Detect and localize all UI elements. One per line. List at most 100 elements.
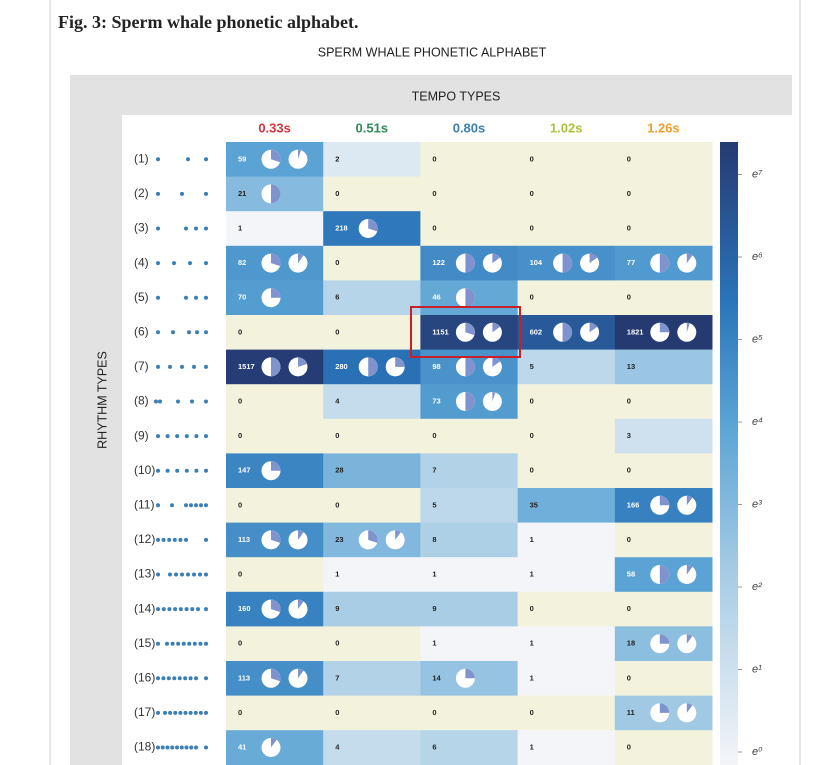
- cell-value: 82: [238, 258, 246, 267]
- y-tick-label: (12): [134, 532, 155, 546]
- rhythm-dot: [165, 468, 170, 473]
- pie-slice: [465, 288, 475, 308]
- y-tick-label: (10): [134, 463, 155, 477]
- pie: [385, 530, 405, 550]
- y-tick-label: (17): [134, 705, 155, 719]
- cell-value: 0: [335, 327, 339, 336]
- cell-value: 0: [530, 396, 534, 405]
- cell-value: 0: [627, 742, 631, 751]
- cell-value: 0: [335, 431, 339, 440]
- heat-cell: [420, 695, 519, 731]
- y-tick-label: (7): [134, 359, 149, 373]
- pie: [288, 530, 308, 550]
- pie-slice: [492, 253, 501, 264]
- heat-cell: [517, 695, 616, 731]
- cell-value: 0: [335, 258, 339, 267]
- heat-cell: [614, 661, 713, 697]
- colorbar-tick-label: e⁴: [752, 416, 763, 428]
- y-tick-label: (13): [134, 567, 155, 581]
- heat-cell: [323, 695, 421, 731]
- rhythm-dot: [184, 537, 188, 542]
- cell-value: 0: [530, 189, 534, 198]
- pie: [580, 253, 600, 273]
- pie: [580, 322, 600, 342]
- heat-cell: [323, 176, 421, 212]
- rhythm-dot: [156, 572, 160, 577]
- x-axis-label: TEMPO TYPES: [412, 89, 501, 103]
- pie-slice: [271, 599, 281, 613]
- cell-value: 21: [238, 189, 246, 198]
- rhythm-dot: [195, 330, 199, 335]
- figure-title: Fig. 3: Sperm whale phonetic alphabet.: [58, 12, 359, 32]
- cell-value: 0: [238, 639, 242, 648]
- pie-slice: [271, 149, 281, 163]
- heat-cell: [420, 142, 519, 178]
- rhythm-dot: [179, 745, 184, 750]
- pie: [288, 149, 308, 169]
- pie: [288, 357, 308, 377]
- x-tick-label: 1.26s: [647, 120, 680, 135]
- pie-slice: [395, 357, 405, 367]
- heat-cell: [323, 142, 421, 178]
- heat-cell: [323, 315, 421, 351]
- heat-cell: [517, 176, 616, 212]
- heat-cell: [323, 661, 421, 697]
- pie-slice: [298, 668, 304, 679]
- rhythm-dot: [204, 676, 208, 681]
- cell-value: 113: [238, 535, 250, 544]
- rhythm-dot: [156, 434, 160, 439]
- x-tick-label: 1.02s: [550, 120, 583, 135]
- y-tick-label: (18): [134, 740, 155, 754]
- rhythm-dot: [165, 434, 170, 439]
- pie-slice: [271, 668, 281, 682]
- pie-slice: [465, 668, 475, 679]
- cell-value: 1151: [432, 327, 448, 336]
- rhythm-dot: [170, 745, 175, 750]
- rhythm-dot: [204, 295, 208, 300]
- heat-cell: [226, 384, 324, 420]
- pie-slice: [465, 253, 475, 273]
- rhythm-dot: [184, 503, 188, 508]
- heat-cell: [420, 522, 519, 558]
- rhythm-dot: [194, 295, 198, 300]
- y-tick-label: (1): [134, 151, 149, 165]
- rhythm-dot: [156, 330, 160, 335]
- pie: [261, 599, 281, 619]
- pie: [677, 253, 697, 273]
- pie-slice: [271, 738, 277, 748]
- rhythm-dot: [156, 191, 160, 196]
- pie: [677, 495, 697, 515]
- rhythm-dot: [198, 641, 203, 646]
- x-tick-label: 0.33s: [258, 120, 291, 135]
- pie-slice: [271, 357, 281, 377]
- rhythm-dot: [173, 710, 178, 715]
- pie-slice: [562, 322, 573, 342]
- pie-slice: [686, 253, 693, 264]
- heat-cell: [614, 280, 713, 316]
- rhythm-dot: [184, 226, 188, 231]
- rhythm-dot: [174, 572, 178, 577]
- cell-value: 1: [530, 639, 534, 648]
- rhythm-dot: [204, 503, 208, 508]
- cell-value: 0: [238, 431, 242, 440]
- cell-value: 0: [335, 500, 339, 509]
- y-tick-label: (6): [134, 324, 149, 338]
- cell-value: 1: [530, 535, 534, 544]
- rhythm-dot: [190, 607, 195, 612]
- cell-value: 1: [530, 673, 534, 682]
- rhythm-dot: [181, 641, 186, 646]
- cell-value: 0: [627, 293, 631, 302]
- cell-value: 0: [432, 708, 436, 717]
- heat-cell: [226, 211, 324, 247]
- cell-value: 602: [530, 327, 543, 336]
- rhythm-dot: [156, 537, 160, 542]
- rhythm-dot: [176, 641, 181, 646]
- pie-slice: [492, 392, 496, 402]
- cell-value: 0: [530, 293, 534, 302]
- heat-cell: [226, 557, 324, 593]
- heat-cell: [420, 626, 519, 662]
- pie: [261, 253, 281, 273]
- pie-slice: [465, 357, 475, 377]
- pie: [358, 219, 378, 238]
- rhythm-dot: [165, 641, 169, 646]
